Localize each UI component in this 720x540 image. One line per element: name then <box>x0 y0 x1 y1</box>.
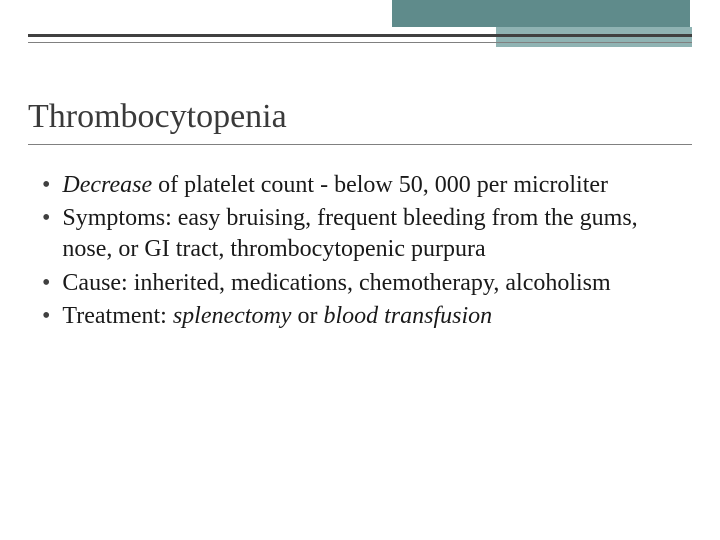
header-rule-thick <box>28 34 692 37</box>
bullet-list: • Decrease of platelet count - below 50,… <box>42 170 682 334</box>
teal-bar-bottom <box>496 27 692 47</box>
list-item: • Treatment: splenectomy or blood transf… <box>42 301 682 332</box>
bullet-marker: • <box>42 301 50 332</box>
bullet-marker: • <box>42 203 50 234</box>
bullet-text: Treatment: splenectomy or blood transfus… <box>62 301 492 332</box>
list-item: • Decrease of platelet count - below 50,… <box>42 170 682 201</box>
teal-bar-top <box>392 0 690 27</box>
text-run: or <box>291 303 323 329</box>
text-run: Cause: inherited, medications, chemother… <box>62 270 610 296</box>
italic-term: blood transfusion <box>323 303 492 329</box>
text-run: of platelet count - below 50, 000 per mi… <box>152 172 608 198</box>
bullet-marker: • <box>42 170 50 201</box>
bullet-text: Cause: inherited, medications, chemother… <box>62 268 610 299</box>
italic-term: splenectomy <box>173 303 292 329</box>
bullet-text: Decrease of platelet count - below 50, 0… <box>62 170 608 201</box>
header-rule-thin <box>28 42 692 43</box>
list-item: • Cause: inherited, medications, chemoth… <box>42 268 682 299</box>
title-underline <box>28 144 692 145</box>
italic-term: Decrease <box>62 172 152 198</box>
slide-title: Thrombocytopenia <box>28 98 287 136</box>
header-decoration <box>0 0 720 56</box>
list-item: • Symptoms: easy bruising, frequent blee… <box>42 203 682 265</box>
bullet-text: Symptoms: easy bruising, frequent bleedi… <box>62 203 682 265</box>
bullet-marker: • <box>42 268 50 299</box>
text-run: Treatment: <box>62 303 172 329</box>
text-run: Symptoms: easy bruising, frequent bleedi… <box>62 205 637 262</box>
